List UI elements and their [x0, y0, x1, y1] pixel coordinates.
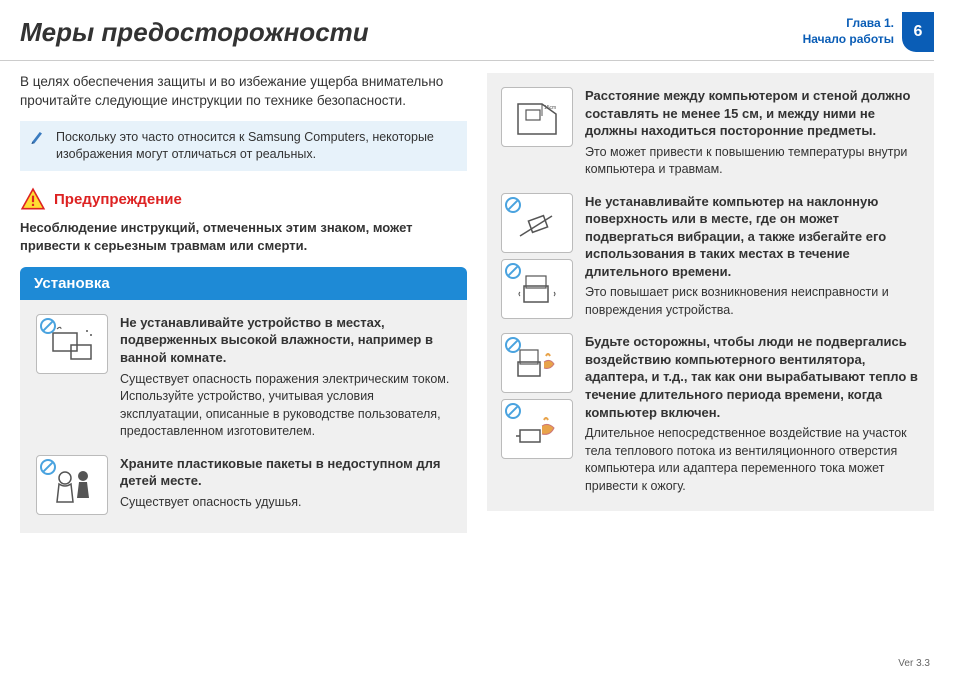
pictogram-plastic-bag	[36, 455, 108, 515]
chapter-line1: Глава 1.	[803, 16, 894, 32]
svg-text:15cm: 15cm	[544, 105, 556, 111]
left-section-body: Не устанавливайте устройство в местах, п…	[20, 300, 467, 533]
item-bold: Не устанавливайте устройство в местах, п…	[120, 314, 451, 367]
safety-item: Не устанавливайте устройство в местах, п…	[36, 314, 451, 441]
safety-item: Не устанавливайте компьютер на наклонную…	[501, 193, 920, 320]
pictogram-incline	[501, 193, 573, 253]
warning-desc: Несоблюдение инструкций, отмеченных этим…	[20, 219, 467, 255]
item-desc: Существует опасность поражения электриче…	[120, 371, 451, 441]
chapter-text: Глава 1. Начало работы	[803, 16, 894, 47]
right-section-body: 15cm Расстояние между компьютером и стен…	[487, 73, 934, 511]
intro-text: В целях обеспечения защиты и во избежани…	[20, 73, 467, 111]
prohibit-icon	[40, 459, 56, 475]
item-bold: Храните пластиковые пакеты в недоступном…	[120, 455, 451, 490]
pictogram-heat-laptop	[501, 333, 573, 393]
pictogram-wall-distance: 15cm	[501, 87, 573, 147]
safety-item: 15cm Расстояние между компьютером и стен…	[501, 87, 920, 179]
item-bold: Не устанавливайте компьютер на наклонную…	[585, 193, 920, 281]
warning-header: Предупреждение	[20, 187, 467, 213]
item-desc: Существует опасность удушья.	[120, 494, 451, 512]
safety-item: Будьте осторожны, чтобы люди не подверга…	[501, 333, 920, 495]
page-header: Меры предосторожности Глава 1. Начало ра…	[0, 0, 934, 61]
version-label: Ver 3.3	[898, 658, 930, 669]
pictogram-heat-adapter	[501, 399, 573, 459]
item-desc: Это может привести к повышению температу…	[585, 144, 920, 179]
item-desc: Длительное непосредственное воздействие …	[585, 425, 920, 495]
safety-item: Храните пластиковые пакеты в недоступном…	[36, 455, 451, 515]
warning-title: Предупреждение	[54, 191, 182, 208]
section-title: Установка	[20, 267, 467, 300]
warning-icon	[20, 187, 46, 213]
chapter-box: Глава 1. Начало работы 6	[803, 12, 934, 52]
note-text: Поскольку это часто относится к Samsung …	[56, 129, 457, 163]
note-icon	[30, 129, 48, 147]
prohibit-icon	[505, 197, 521, 213]
page-title: Меры предосторожности	[20, 17, 369, 48]
note-box: Поскольку это часто относится к Samsung …	[20, 121, 467, 171]
prohibit-icon	[505, 263, 521, 279]
item-bold: Расстояние между компьютером и стеной до…	[585, 87, 920, 140]
item-desc: Это повышает риск возникновения неисправ…	[585, 284, 920, 319]
left-column: В целях обеспечения защиты и во избежани…	[20, 73, 467, 533]
right-column: 15cm Расстояние между компьютером и стен…	[487, 73, 934, 533]
prohibit-icon	[40, 318, 56, 334]
chapter-line2: Начало работы	[803, 32, 894, 48]
page-number: 6	[902, 12, 934, 52]
pictogram-vibration	[501, 259, 573, 319]
item-bold: Будьте осторожны, чтобы люди не подверга…	[585, 333, 920, 421]
pictogram-humidity	[36, 314, 108, 374]
